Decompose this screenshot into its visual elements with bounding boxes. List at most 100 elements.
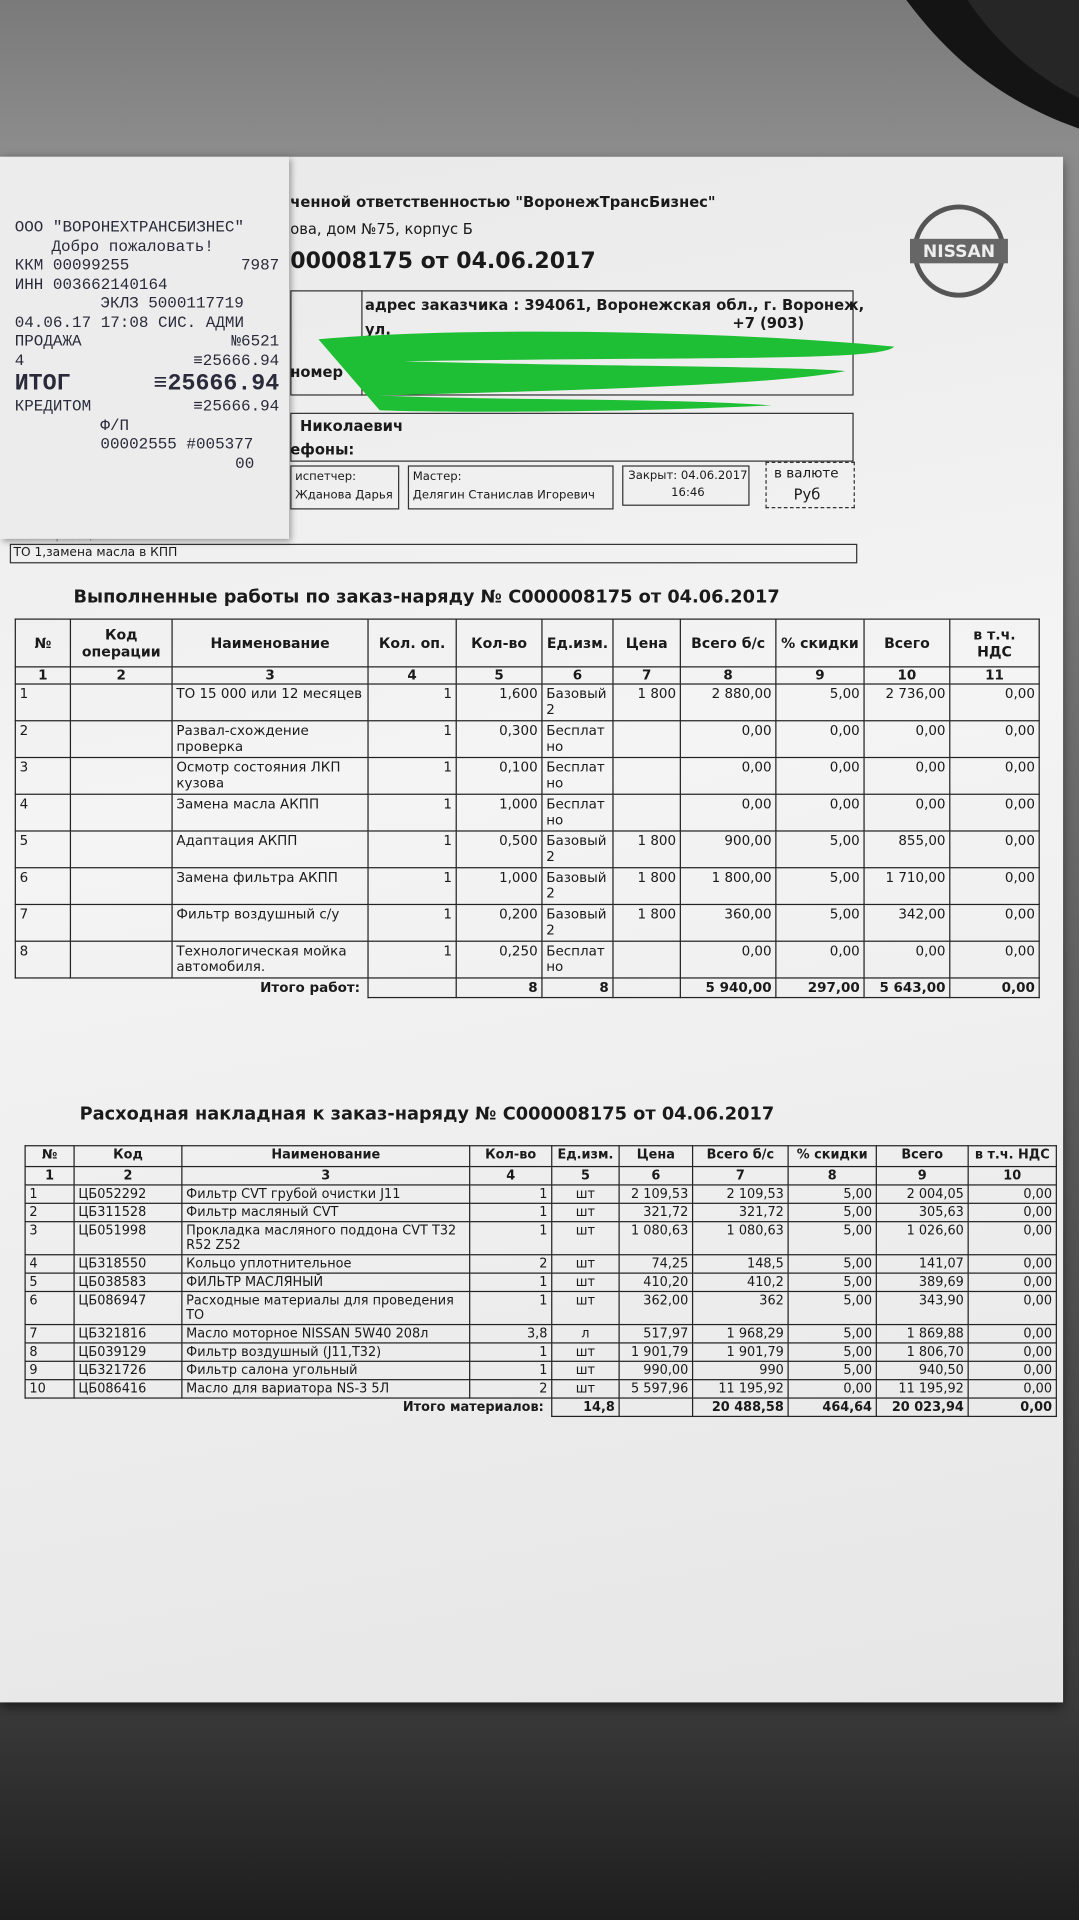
cell: 0,200	[455, 903, 543, 942]
receipt-text: ЭКЛЗ 5000117719	[100, 293, 244, 313]
cell	[69, 867, 173, 906]
cell: Базовый 2	[541, 830, 614, 869]
cell: 9	[24, 1360, 75, 1381]
cell: 855,00	[863, 830, 951, 869]
closed-box	[622, 465, 750, 506]
cell: 11 195,92	[875, 1379, 969, 1399]
cell: 2 109,53	[691, 1184, 789, 1204]
column-number: 10	[863, 666, 951, 685]
cell: Масло моторное NISSAN 5W40 208л	[181, 1323, 471, 1344]
cell	[612, 720, 681, 759]
master-label: Мастер:	[412, 470, 462, 484]
cell: 0,100	[455, 756, 543, 795]
receipt-line: ККМ 00099255 7987	[15, 256, 280, 275]
row: 8 ЦБ039129 Фильтр воздушный (J11,T32) 1 шт 1 …	[24, 1342, 1057, 1362]
cell: Бесплатно	[541, 756, 614, 795]
cell: ЦБ311528	[73, 1202, 183, 1223]
column-header: в т.ч. НДС	[967, 1145, 1057, 1168]
works-title: Выполненные работы по заказ-наряду № С00…	[73, 587, 780, 608]
cell: 900,00	[679, 830, 777, 869]
cell: 321,72	[618, 1202, 694, 1223]
cell: 8	[14, 940, 72, 979]
column-number: 3	[181, 1165, 471, 1186]
cell: 321,72	[691, 1202, 789, 1223]
cell: 517,97	[618, 1323, 694, 1344]
cell: Бесплатно	[541, 793, 614, 832]
column-number: 2	[73, 1165, 183, 1186]
cell: шт	[551, 1360, 620, 1381]
cell: л	[551, 1323, 620, 1344]
row: 10 ЦБ086416 Масло для вариатора NS-3 5Л 2 шт…	[24, 1379, 1057, 1399]
cell: 0,00	[967, 1290, 1057, 1326]
cell: 148,5	[691, 1254, 789, 1274]
column-number: 7	[691, 1165, 789, 1186]
cell: Расходные материалы для проведения ТО	[181, 1290, 471, 1326]
total-cell	[618, 1397, 694, 1418]
total-cell: 8	[455, 977, 543, 999]
cell: 0,00	[679, 720, 777, 759]
receipt-line: 4 ≡25666.94	[15, 351, 280, 370]
receipt-line: Ф/П	[15, 416, 280, 435]
number-row: 1 2 3 4 5 6 7 8 9 10 11	[14, 666, 1040, 685]
column-number: 2	[69, 666, 173, 685]
cell: Бесплатно	[541, 720, 614, 759]
column-number: 4	[367, 666, 457, 685]
total-cell: 20 023,94	[875, 1397, 969, 1418]
cell: 0,00	[775, 793, 865, 832]
cell: Фильтр масляный CVT	[181, 1202, 471, 1223]
cell: 1,000	[455, 867, 543, 906]
receipt-text: 00002555 #005377	[100, 434, 254, 454]
cell: 2	[469, 1379, 553, 1399]
receipt-line: ИНН 003662140164	[15, 275, 280, 294]
row: 5 ЦБ038583 ФИЛЬТР МАСЛЯНЫЙ 1 шт 410,20 410,2 5,…	[24, 1272, 1057, 1293]
order-number: 00008175 от 04.06.2017	[290, 248, 596, 275]
redaction	[318, 331, 895, 412]
cell: 1	[14, 683, 72, 722]
cell: 3,8	[469, 1323, 553, 1344]
cell: 0,00	[967, 1254, 1057, 1274]
total-cell: 464,64	[787, 1397, 877, 1418]
column-number: 8	[679, 666, 777, 685]
cell	[69, 683, 173, 722]
row: 3 Осмотр состояния ЛКП кузова 1 0,100 Беспла…	[14, 756, 1040, 795]
row: 4 Замена масла АКПП 1 1,000 Бесплатно 0,00 0,0…	[14, 793, 1040, 832]
total-cell	[612, 977, 681, 999]
total-label: Итого материалов:	[402, 1399, 544, 1415]
cell	[69, 830, 173, 869]
cell: 389,69	[875, 1272, 969, 1293]
cell: 0,00	[775, 940, 865, 979]
reason-box	[9, 543, 858, 564]
cell: шт	[551, 1254, 620, 1274]
number-row: 1 2 3 4 5 6 7 8 9 10	[24, 1165, 1057, 1186]
column-header: Кол-во	[469, 1145, 553, 1168]
column-header: Цена	[618, 1145, 694, 1168]
cell: 5,00	[787, 1290, 877, 1326]
number-label: номер	[290, 363, 344, 381]
cell: 1	[367, 756, 457, 795]
cell: 1	[469, 1360, 553, 1381]
closed: Закрыт: 04.06.2017	[628, 469, 748, 483]
column-number: 6	[618, 1165, 694, 1186]
row: 8 Технологическая мойка автомобиля. 1 0,250…	[14, 940, 1040, 979]
cell: 11 195,92	[691, 1379, 789, 1399]
cell: 0,00	[967, 1342, 1057, 1362]
cell	[612, 756, 681, 795]
cell: Замена фильтра АКПП	[171, 867, 369, 906]
cell: 5,00	[775, 830, 865, 869]
cell: 0,00	[949, 720, 1040, 759]
cell: 0,00	[967, 1272, 1057, 1293]
receipt-text: ККМ 00099255	[14, 255, 130, 275]
cell: 6	[14, 867, 72, 906]
cell: ЦБ051998	[73, 1221, 183, 1256]
cell: ФИЛЬТР МАСЛЯНЫЙ	[181, 1272, 471, 1293]
cell: 1	[469, 1290, 553, 1326]
cell: 1	[469, 1342, 553, 1362]
receipt-text: Добро пожаловать!	[51, 236, 214, 256]
reason: ТО 1,замена масла в КПП	[13, 546, 178, 560]
receipt-text: ≡25666.94	[153, 369, 280, 397]
total-cell	[367, 977, 457, 999]
cell	[69, 940, 173, 979]
cell: 1 026,60	[875, 1221, 969, 1256]
currency-box	[765, 461, 855, 509]
